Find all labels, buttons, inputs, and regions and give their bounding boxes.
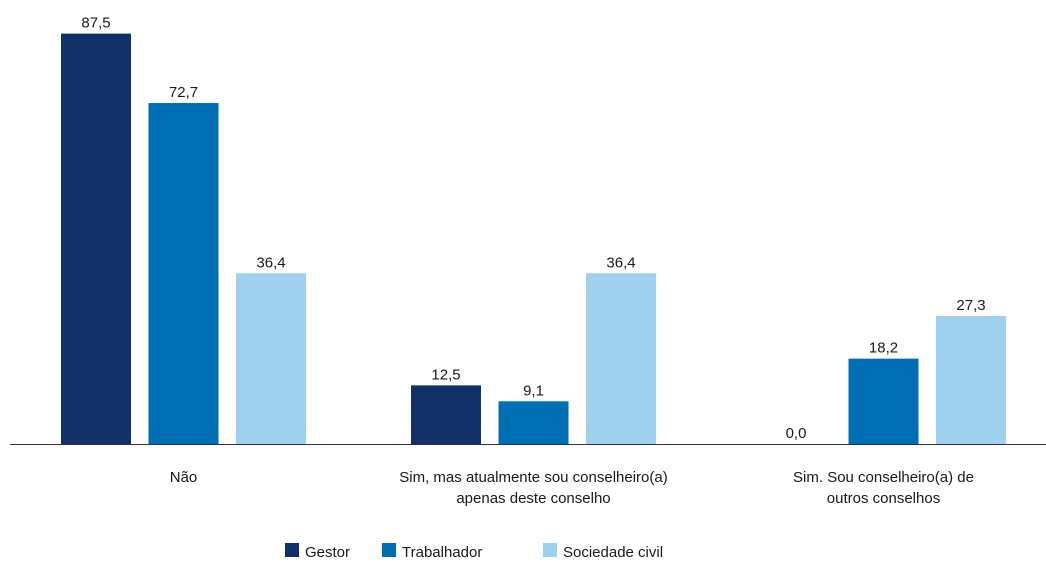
legend-label-trabalhador: Trabalhador — [402, 544, 482, 561]
value-label-trabalhador-1: 9,1 — [523, 382, 544, 399]
bars-group — [61, 33, 1006, 445]
bar-sociedade-civil-2 — [936, 315, 1006, 444]
value-label-sociedade-civil-2: 27,3 — [956, 297, 985, 314]
category-label-2-line-0: Sim. Sou conselheiro(a) de — [793, 469, 974, 486]
bar-gestor-1 — [411, 385, 481, 444]
value-label-sociedade-civil-1: 36,4 — [606, 254, 635, 271]
bar-trabalhador-2 — [848, 358, 919, 444]
legend: Gestor Trabalhador Sociedade civil — [285, 543, 663, 561]
legend-label-sociedade-civil: Sociedade civil — [563, 544, 663, 561]
category-label-2-line-1: outros conselhos — [827, 490, 940, 507]
category-label-1-line-1: apenas deste conselho — [456, 490, 610, 507]
bar-sociedade-civil-1 — [586, 273, 656, 444]
legend-swatch-sociedade-civil — [543, 543, 557, 557]
value-label-sociedade-civil-0: 36,4 — [256, 254, 285, 271]
value-label-gestor-1: 12,5 — [431, 366, 460, 383]
legend-swatch-gestor — [285, 543, 299, 557]
value-labels-group: 87,5 12,5 0,0 72,7 9,1 18,2 36,4 36,4 27,3 — [81, 15, 985, 442]
value-label-gestor-2: 0,0 — [786, 425, 807, 442]
bar-sociedade-civil-0 — [236, 273, 306, 444]
category-labels-group: Não Sim, mas atualmente sou conselheiro(a… — [170, 469, 974, 507]
value-label-trabalhador-0: 72,7 — [169, 84, 198, 101]
value-label-trabalhador-2: 18,2 — [869, 340, 898, 357]
value-label-gestor-0: 87,5 — [81, 15, 110, 32]
category-label-0-line-0: Não — [170, 469, 198, 486]
category-label-1-line-0: Sim, mas atualmente sou conselheiro(a) — [399, 469, 667, 486]
bar-gestor-0 — [61, 33, 131, 444]
bar-trabalhador-0 — [148, 103, 219, 445]
legend-label-gestor: Gestor — [305, 544, 350, 561]
bar-trabalhador-1 — [498, 401, 569, 444]
legend-swatch-trabalhador — [382, 543, 396, 557]
